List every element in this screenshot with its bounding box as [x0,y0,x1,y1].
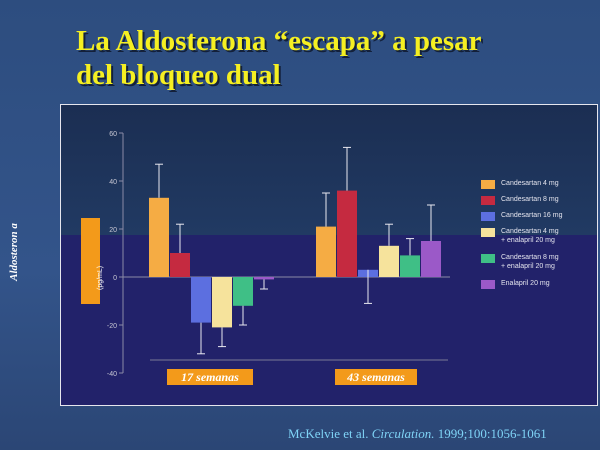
chart-upper-band [61,105,469,235]
bar [212,277,232,328]
citation-authors: McKelvie et al. [288,426,369,441]
y-axis-units: (pg/mL) [97,265,104,290]
bar [149,197,169,277]
bar [379,245,399,277]
bar [254,277,274,280]
bar [170,253,190,277]
category-label-43-semanas: 43 semanas [335,369,417,385]
title-container: La Aldosterona “escapa” a pesar del bloq… [76,24,516,104]
citation-ref: 1999;100:1056-1061 [437,426,547,441]
y-tick-label: -40 [107,371,117,378]
y-tick-label: 0 [113,275,117,282]
category-label-17-semanas: 17 semanas [167,369,253,385]
citation: McKelvie et al. Circulation. 1999;100:10… [288,426,588,442]
legend-swatch [481,212,495,221]
legend-swatch [481,180,495,189]
legend-label: Candesartan 4 mg + enalapril 20 mg [501,228,559,244]
y-tick-label: 20 [109,227,117,234]
citation-journal: Circulation. [371,426,435,441]
legend-item: Candesartan 16 mg [481,211,596,221]
y-axis-label: Aldosteron a [8,223,20,281]
legend-item: Candesartan 4 mg + enalapril 20 mg [481,227,596,245]
bar [337,190,357,277]
bar [233,277,253,306]
legend-item: Candesartan 8 mg [481,195,596,205]
legend-item: Enalapril 20 mg [481,279,596,289]
y-tick-label: -20 [107,323,117,330]
legend-swatch [481,280,495,289]
legend-item: Candesartan 8 mg + enalapril 20 mg [481,253,596,271]
slide-title: La Aldosterona “escapa” a pesar del bloq… [76,25,481,91]
legend-label: Candesartan 16 mg [501,212,563,219]
legend-label: Candesartan 8 mg [501,196,559,203]
legend-label: Candesartan 4 mg [501,180,559,187]
legend-label: Enalapril 20 mg [501,280,550,287]
legend-label: Candesartan 8 mg + enalapril 20 mg [501,254,559,270]
bar [316,226,336,277]
y-tick-label: 60 [109,131,117,138]
y-axis-label-box [81,218,100,304]
legend-item: Candesartan 4 mg [481,179,596,189]
legend-swatch [481,254,495,263]
y-tick-label: 40 [109,179,117,186]
legend-swatch [481,196,495,205]
legend-swatch [481,228,495,237]
bar [191,277,211,323]
bar [400,255,420,277]
bar [421,241,441,277]
